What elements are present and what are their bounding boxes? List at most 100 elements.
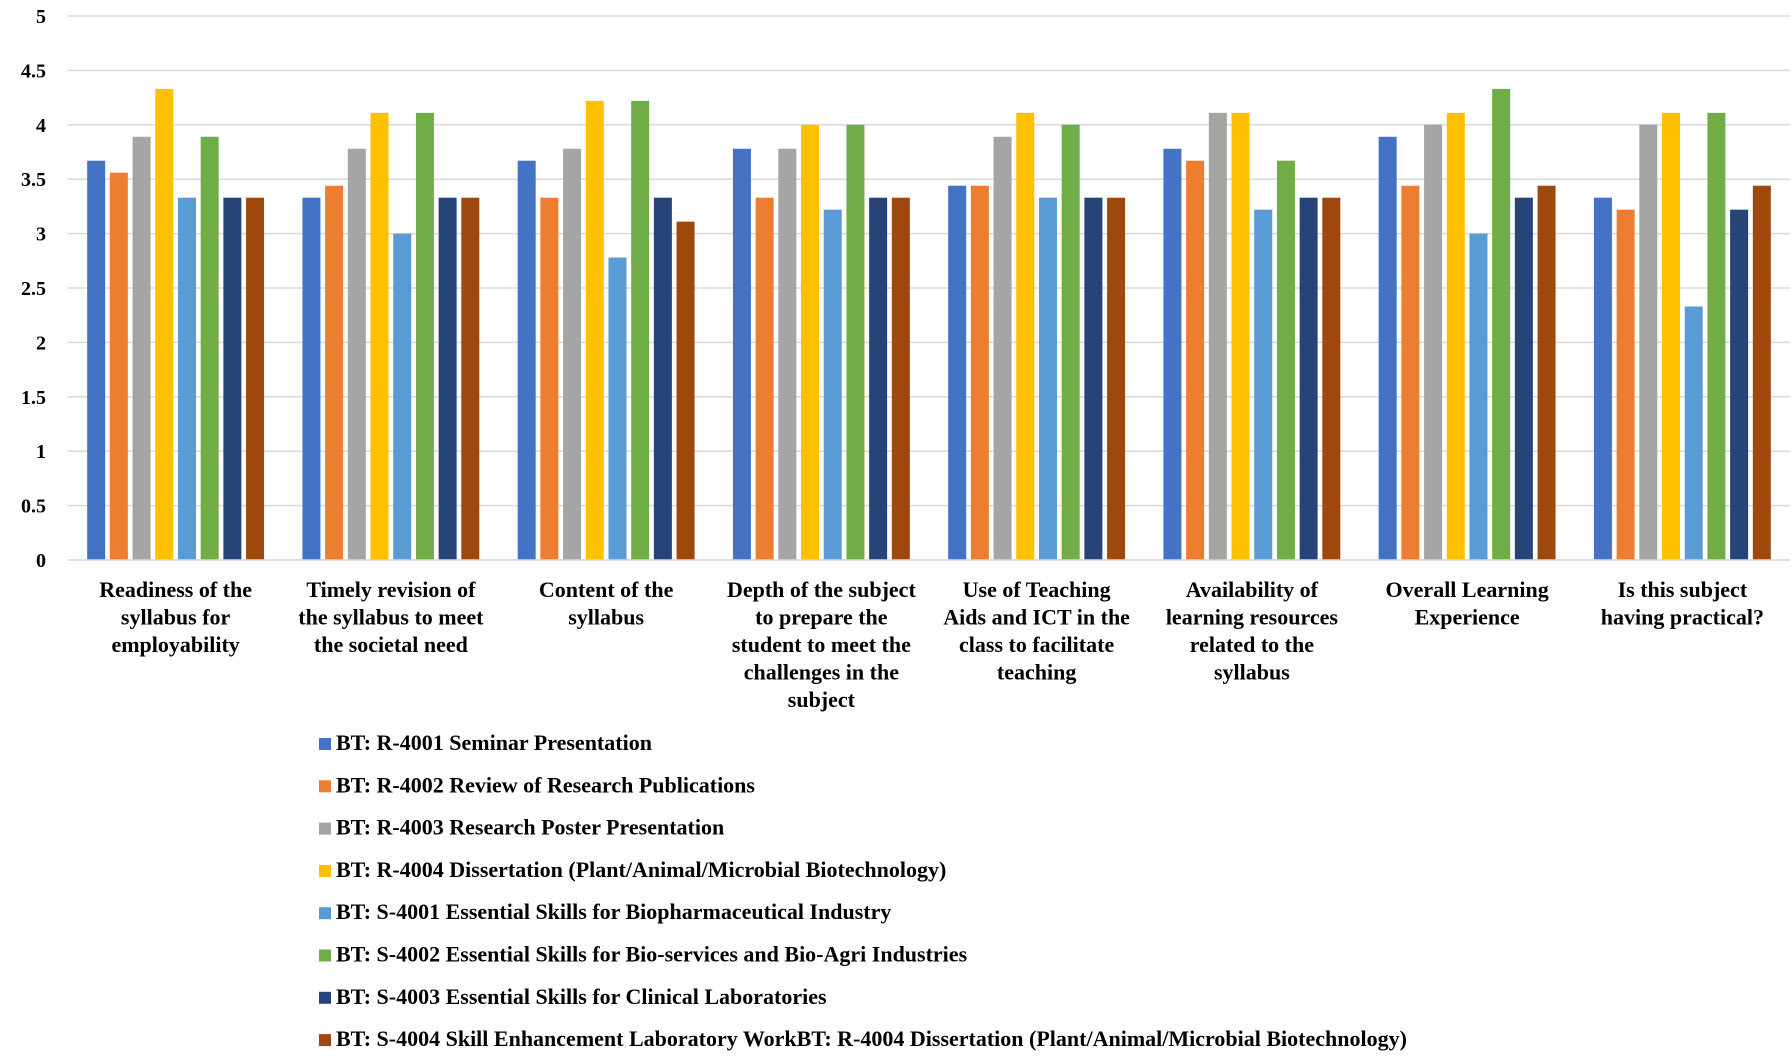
x-tick-label: Timely revision of the syllabus to meet th… (298, 577, 484, 657)
x-tick-label-line: Aids and ICT in the (943, 605, 1130, 630)
x-tick-label: Overall Learning Experience (1386, 577, 1549, 630)
bar (801, 124, 820, 561)
y-tick-label: 5 (36, 6, 46, 28)
legend-label: BT: R-4002 Review of Research Publicatio… (336, 772, 755, 797)
bar (461, 197, 480, 561)
bar (993, 136, 1012, 560)
y-tick-label: 1 (36, 441, 46, 463)
bar (370, 112, 389, 560)
bar (1730, 209, 1749, 560)
x-tick-label: Availability of learning resources related… (1166, 577, 1339, 685)
bar (1514, 197, 1533, 561)
bar (1492, 88, 1511, 561)
legend-swatch (319, 949, 331, 962)
bar (1231, 112, 1250, 560)
bar (1299, 197, 1318, 561)
legend-label: BT: S-4001 Essential Skills for Biopharm… (336, 899, 891, 924)
bar (200, 136, 219, 560)
bar (891, 197, 910, 561)
x-tick-label-line: Overall Learning (1386, 577, 1549, 602)
bar (393, 233, 412, 560)
bar (415, 112, 434, 560)
y-tick-label: 2.5 (21, 278, 46, 300)
bar (846, 124, 865, 561)
legend-label: BT: S-4004 Skill Enhancement Laboratory … (336, 1026, 1407, 1051)
bar (1469, 233, 1488, 560)
legend-swatch (319, 864, 331, 877)
bar (631, 100, 650, 560)
legend-swatch (319, 780, 331, 793)
x-tick-label-line: student to meet the (732, 632, 911, 657)
x-tick-label-line: Readiness of the (99, 577, 252, 602)
bar (1276, 160, 1295, 561)
y-tick-label: 4.5 (21, 60, 46, 82)
legend-label: BT: R-4001 Seminar Presentation (336, 730, 652, 755)
bar (1254, 209, 1273, 560)
bar (1107, 197, 1126, 561)
x-tick-label-line: the societal need (314, 632, 468, 657)
x-tick-label-line: Is this subject (1618, 577, 1748, 602)
bar (869, 197, 888, 561)
bar (1378, 136, 1397, 560)
x-tick-label-line: syllabus (568, 605, 644, 630)
y-tick-label: 1.5 (21, 387, 46, 409)
legend-label: BT: R-4003 Research Poster Presentation (336, 815, 724, 840)
bar (302, 197, 321, 561)
bar (325, 185, 344, 560)
bar (1446, 112, 1465, 560)
bar (755, 197, 774, 561)
bar (1537, 185, 1556, 560)
x-tick-label-line: having practical? (1601, 605, 1764, 630)
legend: BT: R-4001 Seminar Presentation BT: R-400… (319, 730, 1407, 1051)
bar (1707, 112, 1726, 560)
bar (1186, 160, 1205, 561)
bar (948, 185, 967, 560)
bar (517, 160, 536, 561)
x-tick-label-line: Timely revision of (306, 577, 476, 602)
bar (1639, 124, 1658, 561)
bar (1752, 185, 1771, 560)
x-tick-label-line: class to facilitate (959, 632, 1114, 657)
bar (132, 136, 151, 560)
bar (970, 185, 989, 560)
x-tick-label: Content of the syllabus (539, 577, 674, 630)
bar (1016, 112, 1035, 560)
bar (1616, 209, 1635, 560)
bar (246, 197, 265, 561)
bar (109, 172, 128, 560)
x-tick-label-line: related to the (1190, 632, 1314, 657)
bar (177, 197, 196, 561)
x-tick-label: Depth of the subject to prepare the studen… (727, 577, 916, 712)
y-tick-label: 0 (36, 550, 46, 572)
bar (732, 148, 751, 560)
y-tick-label: 2 (36, 332, 46, 354)
y-tick-label: 3.5 (21, 169, 46, 191)
x-tick-label: Use of Teaching Aids and ICT in the class … (943, 577, 1130, 685)
bar (778, 148, 797, 560)
bar (540, 197, 559, 561)
x-tick-label: Readiness of the syllabus for employabilit… (99, 577, 252, 657)
bars (87, 88, 1771, 561)
bar (563, 148, 582, 560)
bar (223, 197, 242, 561)
legend-swatch (319, 1034, 331, 1047)
x-tick-label-line: subject (788, 687, 856, 712)
legend-label: BT: S-4002 Essential Skills for Bio-serv… (336, 942, 968, 967)
bar (1163, 148, 1182, 560)
x-tick-label-line: Content of the (539, 577, 674, 602)
x-tick-label-line: Availability of (1186, 577, 1319, 602)
bar (347, 148, 366, 560)
x-tick-label-line: Use of Teaching (963, 577, 1111, 602)
bar (608, 257, 627, 560)
bar (1684, 306, 1703, 560)
legend-swatch (319, 991, 331, 1004)
legend-swatch (319, 738, 331, 750)
bar (653, 197, 672, 561)
bar (155, 88, 174, 561)
legend-label: BT: S-4003 Essential Skills for Clinical… (336, 984, 827, 1009)
x-tick-label-line: challenges in the (744, 660, 899, 685)
bar (1401, 185, 1420, 560)
bar (1061, 124, 1080, 561)
x-tick-label-line: teaching (997, 660, 1076, 685)
bar (87, 160, 106, 561)
